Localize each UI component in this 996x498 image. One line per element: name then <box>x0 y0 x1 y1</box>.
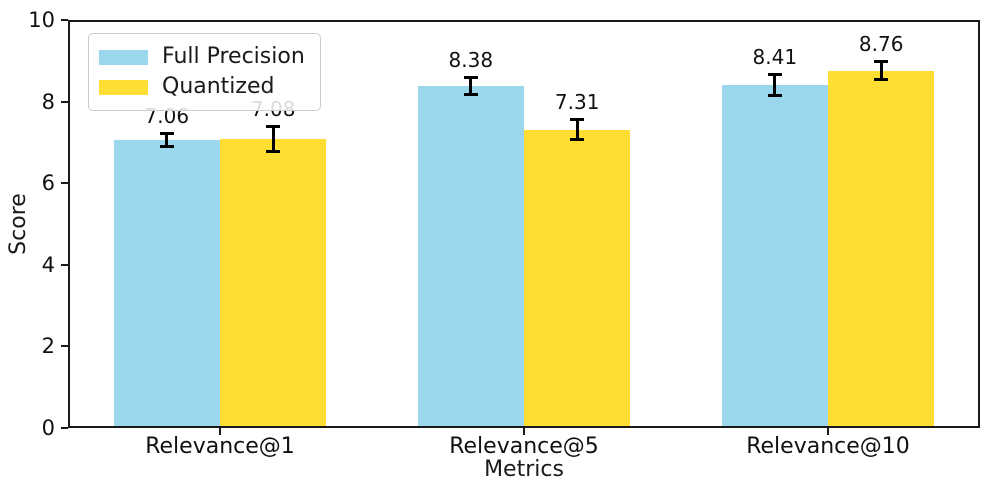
error-bar-line <box>469 77 473 95</box>
x-axis-title: Metrics <box>484 457 564 482</box>
error-bar-line <box>879 61 883 80</box>
x-tick-mark <box>219 428 221 435</box>
legend-label: Full Precision <box>162 44 305 69</box>
legend: Full Precision Quantized <box>88 33 321 111</box>
x-tick-mark <box>827 428 829 435</box>
y-tick-label: 2 <box>41 334 55 359</box>
y-tick-mark <box>61 100 68 103</box>
y-tick-mark <box>61 345 68 348</box>
y-tick-mark <box>61 263 68 266</box>
error-bar-cap-bottom <box>767 93 782 97</box>
x-tick-label: Relevance@10 <box>746 434 910 459</box>
y-tick-label: 0 <box>41 416 55 440</box>
error-bar-cap-bottom <box>570 138 585 142</box>
y-tick-label: 6 <box>41 171 55 196</box>
error-bar-cap-bottom <box>463 92 478 96</box>
error-bar-cap-top <box>159 132 174 136</box>
bar-quantized <box>828 70 935 428</box>
error-bar-line <box>165 133 169 147</box>
error-bar-cap-bottom <box>159 144 174 148</box>
y-axis-title: Score <box>6 193 31 255</box>
bar-quantized <box>220 139 327 428</box>
error-bar-cap-top <box>570 118 585 122</box>
legend-item-full-precision: Full Precision <box>99 42 305 72</box>
bar-value-label: 8.76 <box>858 31 904 56</box>
error-bar-line <box>773 74 777 96</box>
bar-full-precision <box>721 84 828 428</box>
y-tick-label: 10 <box>28 8 55 32</box>
bar-value-label: 8.41 <box>752 44 798 69</box>
y-tick-mark <box>61 427 68 429</box>
x-tick-label: Relevance@1 <box>145 434 295 459</box>
legend-item-quantized: Quantized <box>99 72 305 102</box>
y-tick-label: 8 <box>41 89 55 114</box>
error-bar-line <box>575 119 579 140</box>
legend-label: Quantized <box>162 74 275 99</box>
x-tick-label: Relevance@5 <box>449 434 599 459</box>
bar-full-precision <box>417 86 524 428</box>
bar-full-precision <box>113 139 220 428</box>
error-bar-cap-top <box>874 60 889 64</box>
error-bar-cap-top <box>463 76 478 80</box>
error-bar-cap-top <box>767 73 782 77</box>
y-tick-mark <box>61 182 68 185</box>
bar-quantized <box>524 129 631 428</box>
x-tick-mark <box>523 428 525 435</box>
legend-swatch-quantized <box>99 79 148 95</box>
error-bar-cap-bottom <box>874 78 889 82</box>
y-tick-mark <box>61 19 68 21</box>
legend-swatch-full-precision <box>99 49 148 65</box>
bar-value-label: 8.38 <box>448 47 494 72</box>
y-tick-label: 4 <box>41 252 55 277</box>
bar-value-label: 7.31 <box>554 89 600 114</box>
error-bar-line <box>271 126 275 152</box>
error-bar-cap-bottom <box>266 149 281 153</box>
error-bar-cap-top <box>266 125 281 129</box>
